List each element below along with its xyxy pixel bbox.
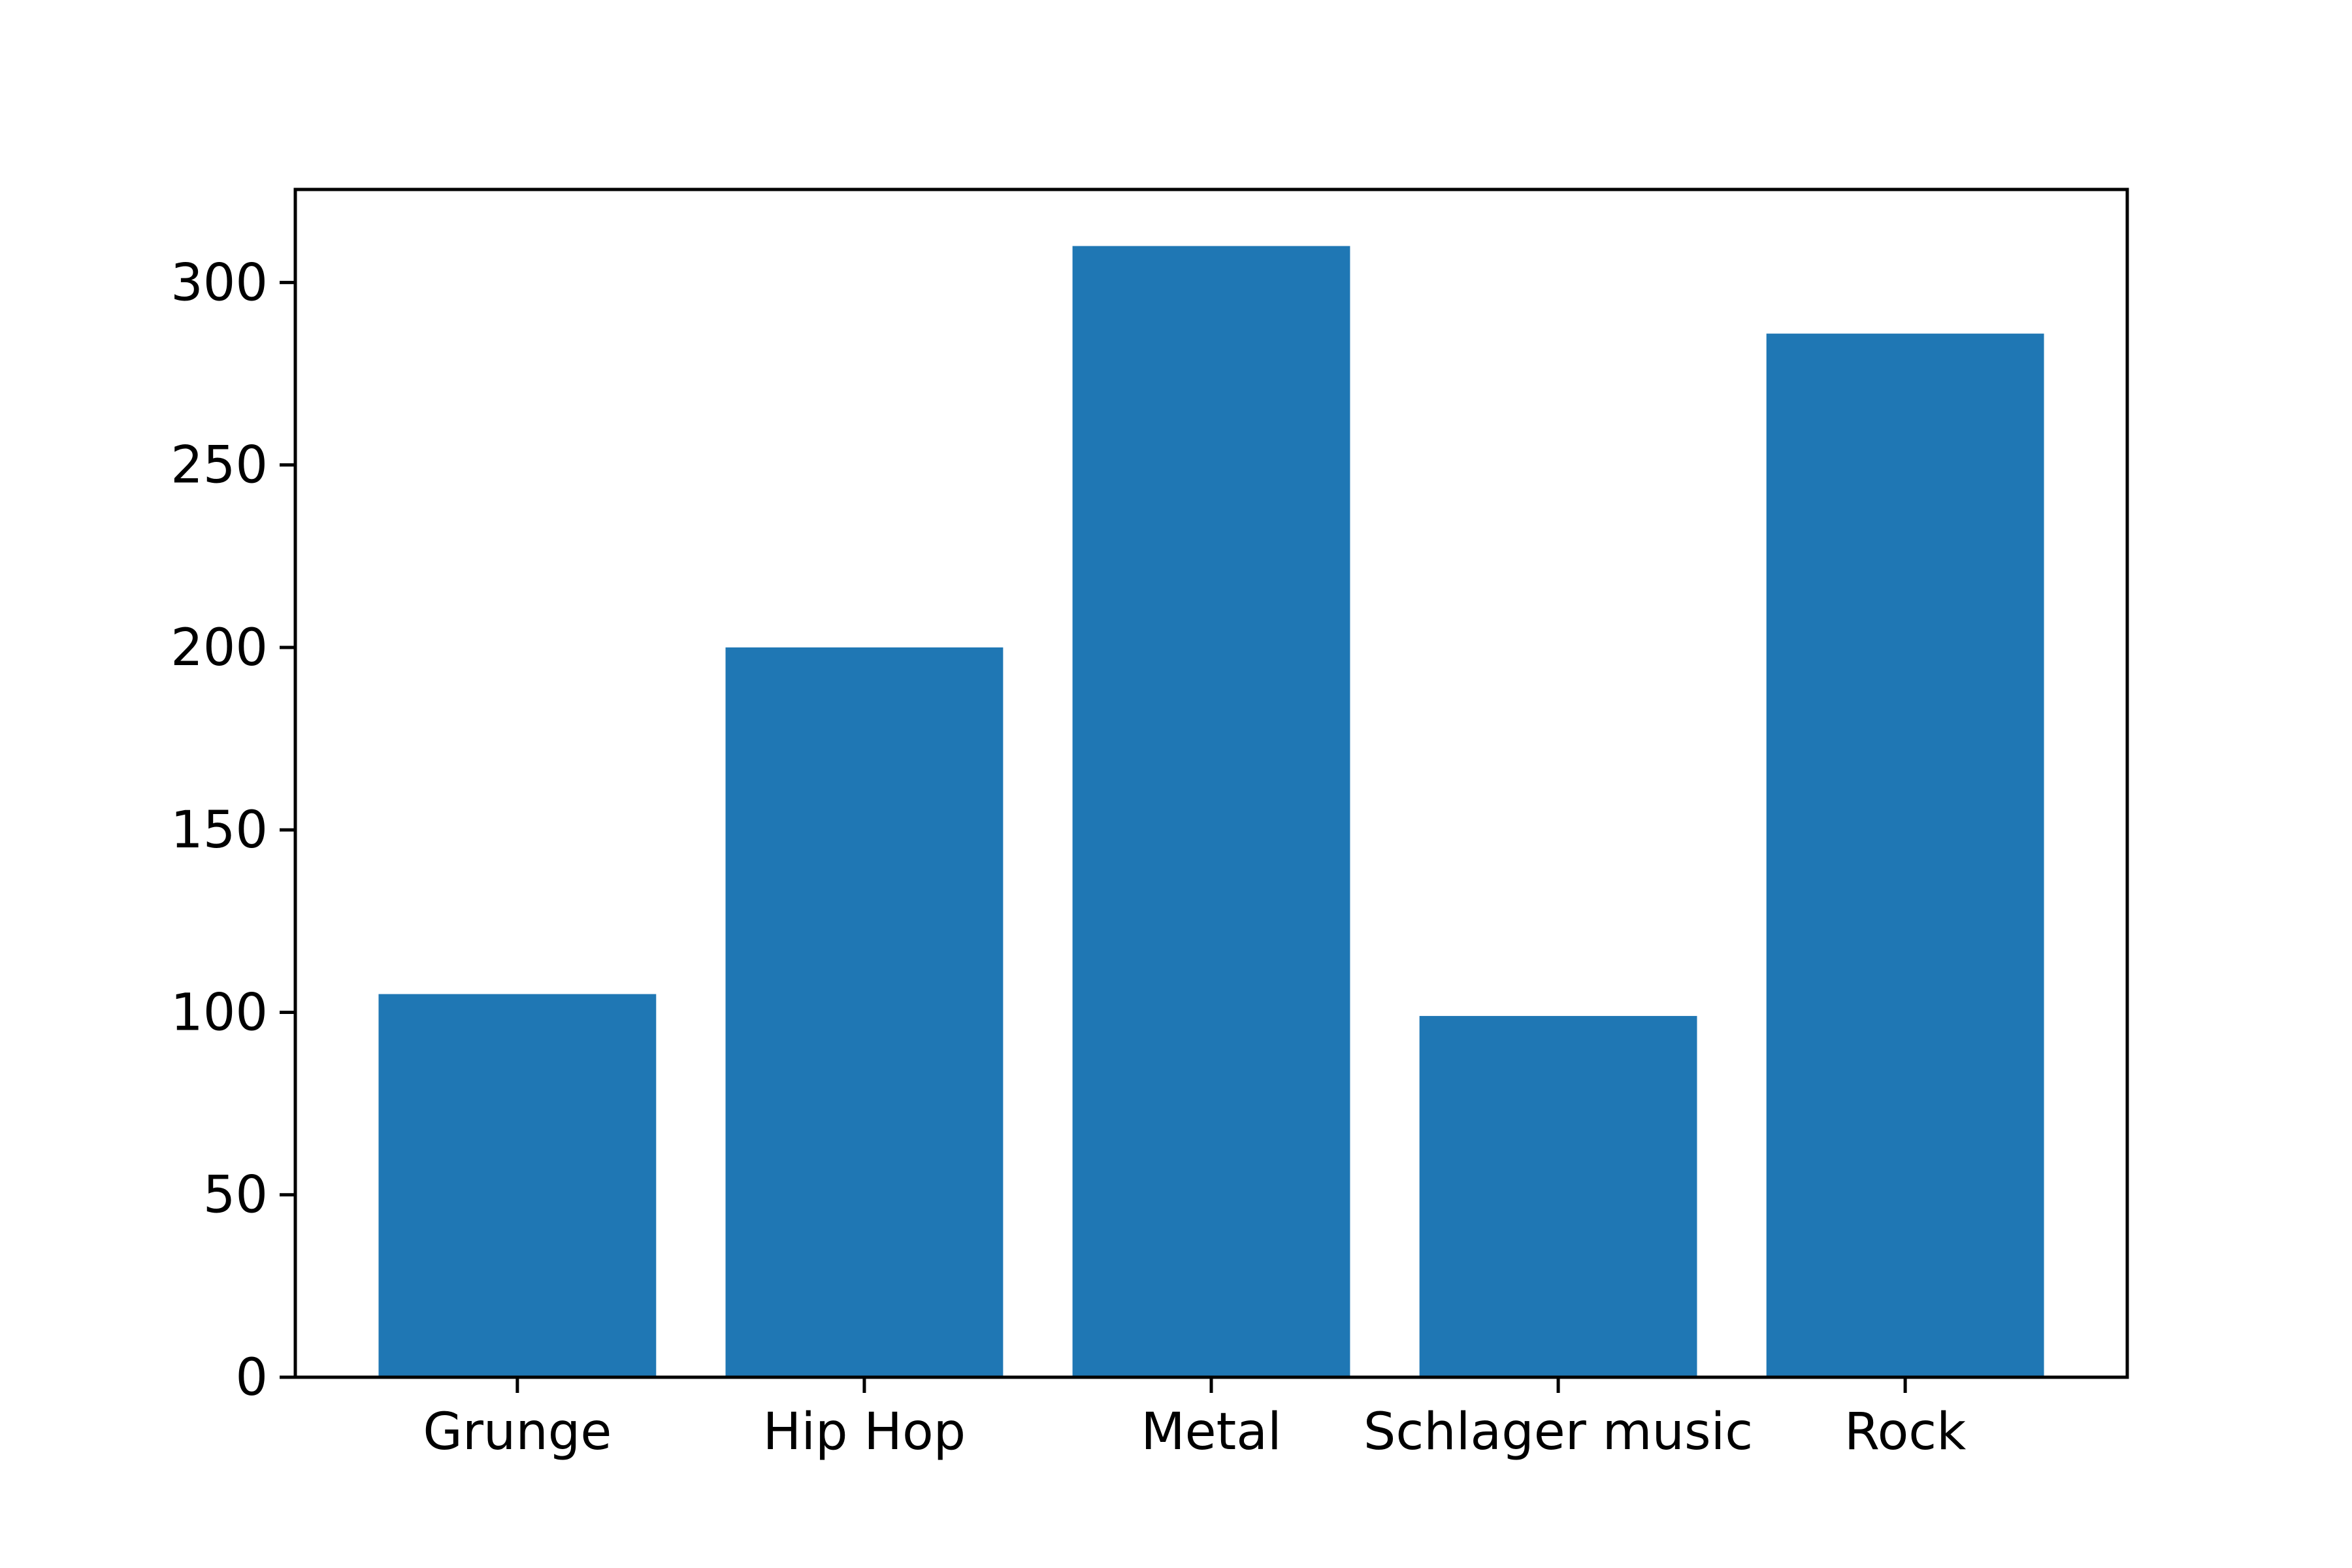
plot-area-frame [293,188,2129,1379]
x-tick-label-rock: Rock [1844,1403,1966,1462]
bar-schlager-music [1419,1016,1697,1377]
bars-group [378,246,2044,1378]
bar-metal [1072,246,1350,1378]
y-tick-label-100: 100 [171,983,268,1042]
x-tick-label-metal: Metal [1141,1403,1281,1462]
x-tick-label-hip-hop: Hip Hop [763,1403,966,1462]
y-tick-label-300: 300 [171,253,268,312]
y-tick-label-50: 50 [203,1166,268,1225]
y-axis-ticks: 0 50 100 150 200 250 300 [171,253,295,1407]
y-tick-label-200: 200 [171,619,268,678]
bar-hip-hop [725,647,1004,1378]
x-tick-label-schlager-music: Schlager music [1364,1403,1753,1462]
y-tick-label-250: 250 [171,436,268,495]
x-tick-label-grunge: Grunge [423,1403,612,1462]
x-axis-ticks: Grunge Hip Hop Metal Schlager music Rock [423,1377,1966,1462]
y-tick-label-150: 150 [171,801,268,860]
bar-rock [1766,333,2044,1377]
bar-grunge [378,994,657,1377]
y-tick-label-0: 0 [235,1348,268,1407]
